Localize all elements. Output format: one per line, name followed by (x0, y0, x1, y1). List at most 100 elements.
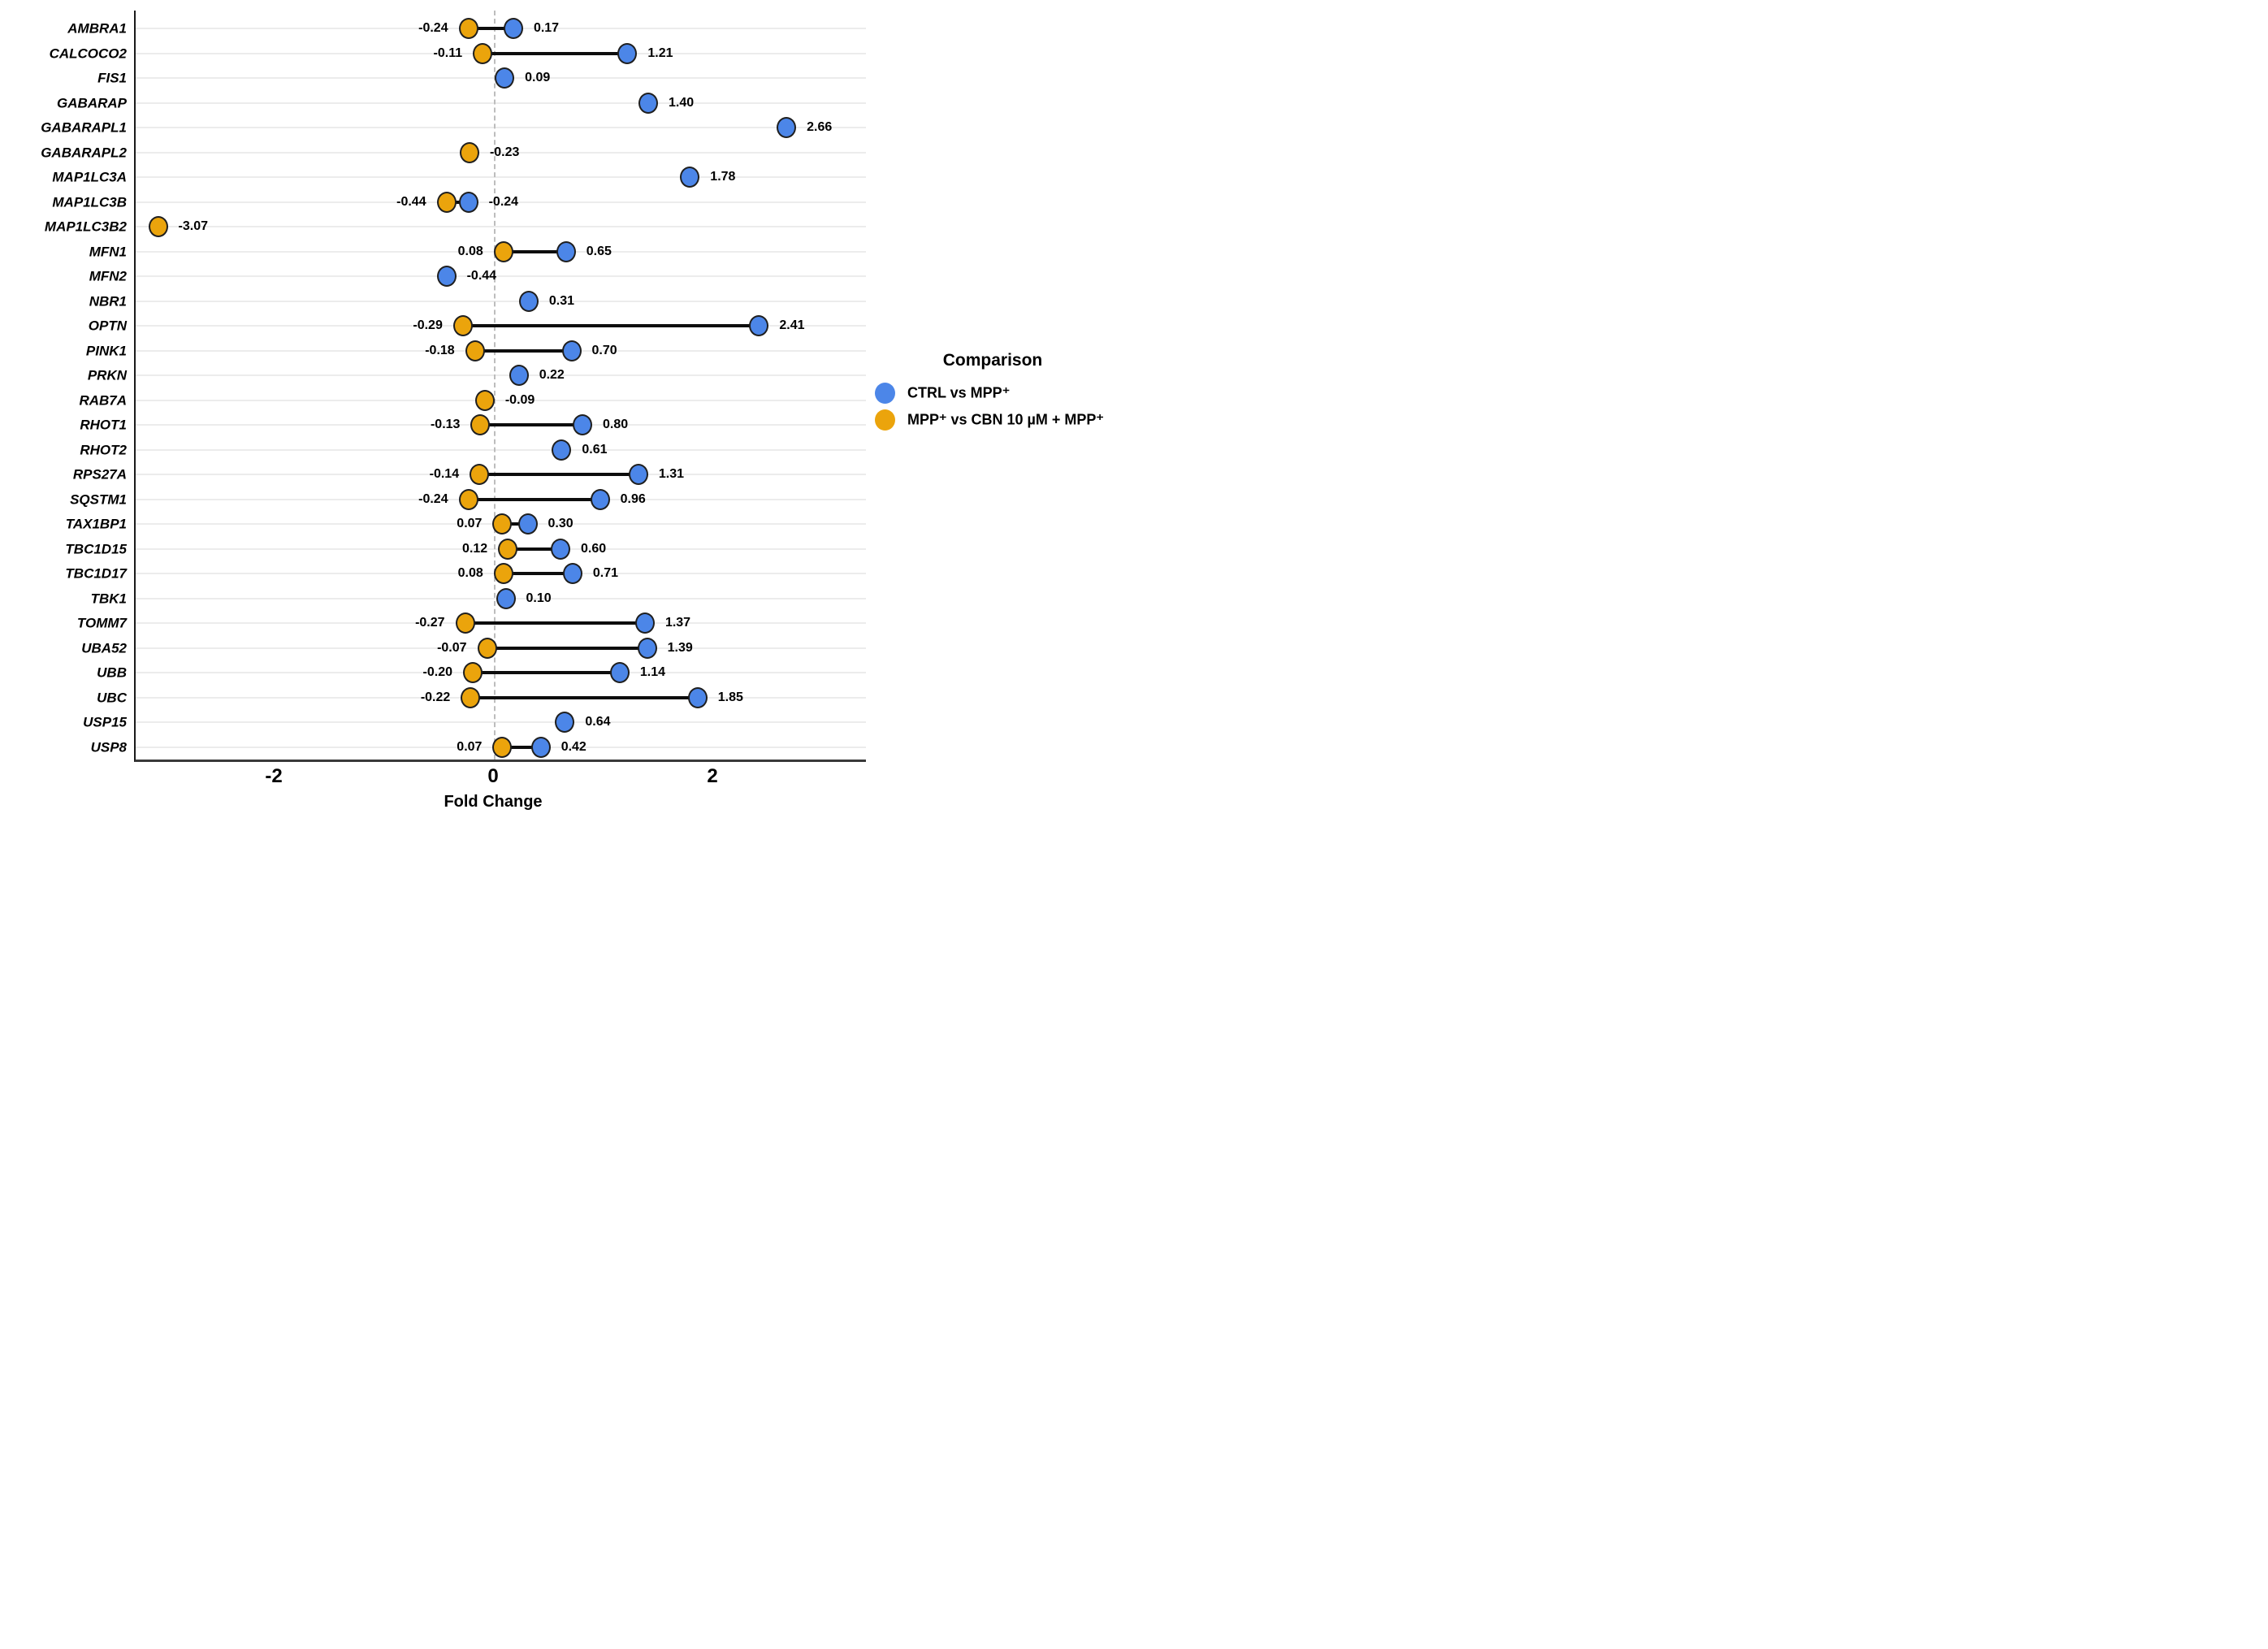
blue-dot-ctrl-vs-mpp (561, 340, 582, 361)
gene-label: OPTN (88, 318, 127, 334)
gene-label: MAP1LC3B2 (44, 219, 127, 235)
dumbbell-connector (503, 572, 573, 575)
gene-label: UBB (97, 664, 127, 681)
zero-reference-line (494, 10, 496, 760)
dumbbell-connector (487, 646, 647, 650)
orange-dot-mpp-vs-cbn (470, 414, 491, 435)
row-gridline (136, 226, 866, 227)
blue-value-label: 1.21 (647, 45, 673, 60)
orange-dot-mpp-vs-cbn (492, 736, 513, 758)
blue-dot-ctrl-vs-mpp (573, 414, 592, 435)
dumbbell-connector (502, 745, 541, 749)
blue-dot-ctrl-vs-mpp (590, 488, 610, 510)
gene-label: CALCOCO2 (49, 45, 127, 61)
x-tick-label: 0 (487, 765, 499, 787)
blue-dot-ctrl-vs-mpp (562, 563, 582, 584)
blue-dot-ctrl-vs-mpp (495, 67, 515, 89)
legend-swatch-mpp-vs-cbn (875, 409, 895, 431)
blue-value-label: -0.24 (488, 194, 519, 209)
gene-label: FIS1 (97, 70, 127, 86)
orange-dot-mpp-vs-cbn (459, 141, 479, 163)
orange-dot-mpp-vs-cbn (493, 563, 513, 584)
blue-dot-ctrl-vs-mpp (637, 637, 657, 659)
blue-value-label: -0.44 (466, 269, 497, 283)
blue-dot-ctrl-vs-mpp (517, 513, 538, 535)
gene-label: USP8 (90, 739, 127, 755)
blue-value-label: 1.31 (658, 467, 684, 481)
dumbbell-connector (468, 27, 513, 30)
blue-value-label: 0.71 (592, 566, 618, 580)
blue-value-label: 0.70 (591, 343, 617, 357)
gene-label: RAB7A (79, 392, 127, 408)
blue-value-label: 1.14 (639, 665, 666, 679)
orange-dot-mpp-vs-cbn (452, 315, 473, 336)
orange-value-label: -0.11 (433, 45, 463, 60)
gene-label: PINK1 (85, 343, 127, 358)
gene-label: TBK1 (90, 591, 127, 606)
blue-dot-ctrl-vs-mpp (496, 587, 516, 609)
orange-value-label: -0.22 (420, 690, 451, 704)
gene-label: USP15 (83, 714, 127, 730)
row-gridline (136, 721, 866, 723)
dumbbell-connector (470, 695, 698, 699)
blue-value-label: 0.60 (581, 541, 607, 556)
orange-dot-mpp-vs-cbn (458, 488, 478, 510)
orange-value-label: -0.23 (489, 145, 520, 159)
gene-label: RHOT2 (80, 442, 127, 457)
blue-value-label: 0.09 (525, 71, 551, 84)
dumbbell-connector (502, 522, 528, 526)
gene-label: AMBRA1 (67, 20, 127, 37)
orange-value-label: -0.29 (413, 318, 443, 332)
gene-label: MAP1LC3B (52, 194, 127, 210)
legend-title: Comparison (942, 351, 1043, 370)
x-tick-label: -2 (265, 765, 283, 787)
blue-value-label: 0.17 (533, 21, 560, 35)
blue-dot-ctrl-vs-mpp (509, 365, 529, 386)
orange-dot-mpp-vs-cbn (148, 216, 168, 237)
blue-value-label: 0.65 (586, 244, 612, 258)
blue-dot-ctrl-vs-mpp (436, 266, 457, 287)
gene-label: SQSTM1 (70, 491, 127, 507)
gene-label: MFN2 (89, 268, 127, 284)
row-gridline (136, 151, 866, 154)
orange-value-label: 0.12 (462, 541, 488, 556)
orange-value-label: -0.20 (422, 665, 452, 679)
orange-value-label: -0.27 (415, 616, 445, 630)
blue-dot-ctrl-vs-mpp (503, 18, 523, 39)
blue-dot-ctrl-vs-mpp (555, 712, 575, 733)
blue-dot-ctrl-vs-mpp (617, 42, 638, 64)
orange-dot-mpp-vs-cbn (473, 42, 493, 64)
gene-label: TOMM7 (76, 615, 127, 631)
blue-value-label: 1.78 (710, 170, 736, 184)
orange-value-label: -0.24 (418, 21, 448, 35)
orange-dot-mpp-vs-cbn (493, 240, 513, 262)
blue-value-label: 0.31 (548, 293, 574, 308)
gene-label: NBR1 (89, 293, 127, 309)
blue-dot-ctrl-vs-mpp (634, 612, 655, 634)
row-gridline (136, 127, 866, 128)
orange-value-label: -0.24 (418, 491, 448, 506)
blue-value-label: 2.66 (807, 120, 833, 134)
orange-dot-mpp-vs-cbn (455, 612, 475, 634)
gene-label: GABARAPL1 (41, 119, 127, 136)
blue-value-label: 1.39 (667, 640, 693, 655)
blue-dot-ctrl-vs-mpp (749, 315, 769, 336)
gene-label: RHOT1 (80, 417, 127, 433)
row-gridline (136, 300, 866, 302)
gene-label: MFN1 (89, 244, 127, 259)
orange-dot-mpp-vs-cbn (492, 513, 513, 535)
orange-value-label: -0.14 (429, 467, 460, 481)
orange-value-label: 0.08 (457, 244, 483, 258)
dumbbell-connector (480, 423, 582, 426)
legend-swatch-ctrl-vs-mpp (875, 383, 895, 404)
orange-dot-mpp-vs-cbn (436, 191, 457, 213)
orange-value-label: 0.08 (457, 566, 483, 580)
gene-label: UBC (97, 690, 127, 705)
dumbbell-connector (462, 324, 760, 327)
blue-value-label: 1.40 (669, 95, 695, 110)
orange-value-label: -0.13 (430, 418, 461, 431)
blue-value-label: 0.80 (603, 418, 629, 431)
dumbbell-connector (474, 348, 572, 353)
legend-label-ctrl-vs-mpp: CTRL vs MPP⁺ (907, 384, 1011, 401)
gene-label: TAX1BP1 (65, 516, 127, 532)
